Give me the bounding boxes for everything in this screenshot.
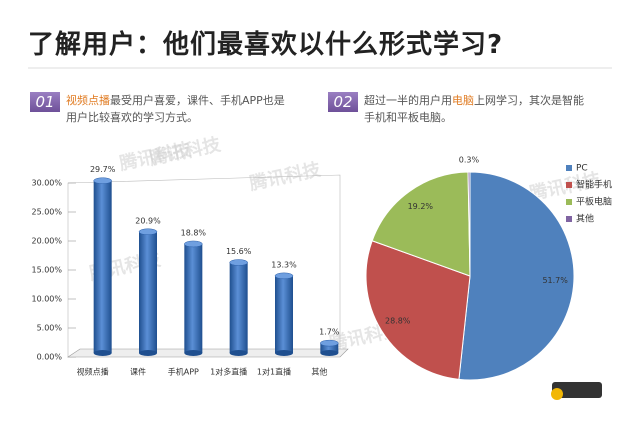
- value-label: 29.7%: [90, 165, 116, 174]
- value-label: 0.3%: [459, 156, 480, 165]
- value-label: 15.6%: [226, 247, 252, 256]
- bar-base: [275, 350, 293, 356]
- value-label: 13.3%: [271, 260, 297, 269]
- legend-swatch: [566, 216, 572, 222]
- section-text-part: 上网学习，其次是智能手机和平板电脑。: [364, 94, 584, 124]
- logo: [552, 382, 602, 398]
- bar-base: [93, 350, 112, 356]
- section: 01 视频点播最受用户喜爱，课件、手机APP也是用户比较喜欢的学习方式。: [30, 92, 292, 126]
- x-tick-label: 1对多直播: [210, 367, 247, 377]
- section-number: 01: [30, 92, 60, 112]
- bar-base: [139, 350, 157, 356]
- y-tick-label: 5.00%: [37, 324, 63, 333]
- bar-cap: [184, 240, 203, 248]
- bar-base: [320, 350, 339, 356]
- logo-icon: [551, 388, 563, 400]
- bar-cap: [138, 228, 158, 236]
- bar-base: [184, 350, 203, 356]
- pie-slice: [467, 171, 471, 277]
- title: 了解用户：他们最喜欢以什么形式学习?: [28, 30, 504, 60]
- bar-base: [229, 350, 248, 356]
- legend-label: 平板电脑: [576, 196, 612, 208]
- y-tick-label: 0.00%: [37, 353, 63, 362]
- legend-label: PC: [576, 164, 588, 174]
- x-tick-label: 手机APP: [168, 367, 199, 377]
- legend-swatch: [566, 199, 572, 205]
- value-label: 20.9%: [135, 216, 161, 225]
- highlight-text: 视频点播: [66, 94, 110, 107]
- pie-slice: [365, 240, 471, 380]
- x-tick-label: 1对1直播: [257, 367, 291, 377]
- value-label: 19.2%: [408, 202, 434, 211]
- pie-slice: [458, 171, 575, 381]
- bar-cap: [274, 272, 294, 280]
- bar: [275, 275, 293, 353]
- value-label: 51.7%: [542, 276, 568, 285]
- section: 02 超过一半的用户用电脑上网学习，其次是智能手机和平板电脑。: [328, 92, 590, 126]
- section-text: 视频点播最受用户喜爱，课件、手机APP也是用户比较喜欢的学习方式。: [66, 92, 292, 126]
- bar: [93, 180, 112, 353]
- value-label: 18.8%: [181, 228, 207, 237]
- legend-label: 智能手机: [576, 179, 612, 191]
- bar: [229, 262, 248, 353]
- y-tick-label: 30.00%: [31, 179, 62, 188]
- value-label: 28.8%: [385, 317, 411, 326]
- bar-cap: [229, 259, 248, 266]
- x-tick-label: 视频点播: [77, 367, 109, 377]
- section-number: 02: [328, 92, 358, 112]
- y-tick-label: 15.00%: [31, 266, 62, 275]
- value-label: 1.7%: [319, 328, 340, 337]
- pie-slice: [371, 171, 471, 277]
- highlight-text: 电脑: [452, 94, 474, 107]
- section-text-part: 超过一半的用户用: [364, 94, 452, 107]
- y-tick-label: 25.00%: [31, 208, 62, 217]
- bar: [139, 231, 157, 353]
- bar: [320, 343, 339, 353]
- bar-cap: [93, 177, 112, 184]
- legend-label: 其他: [576, 213, 594, 225]
- y-tick-label: 10.00%: [31, 295, 62, 304]
- legend-swatch: [566, 182, 572, 188]
- x-tick-label: 其他: [311, 367, 327, 377]
- bar-cap: [320, 339, 339, 347]
- section-text-part: 最受用户喜爱，课件、手机APP也是用户比较喜欢的学习方式。: [66, 94, 285, 124]
- legend-swatch: [566, 165, 572, 171]
- x-tick-label: 课件: [130, 367, 146, 377]
- section-text: 超过一半的用户用电脑上网学习，其次是智能手机和平板电脑。: [364, 92, 590, 126]
- watermark: 腾讯科技: [148, 133, 224, 170]
- y-tick-label: 20.00%: [31, 237, 62, 246]
- bar: [184, 243, 203, 353]
